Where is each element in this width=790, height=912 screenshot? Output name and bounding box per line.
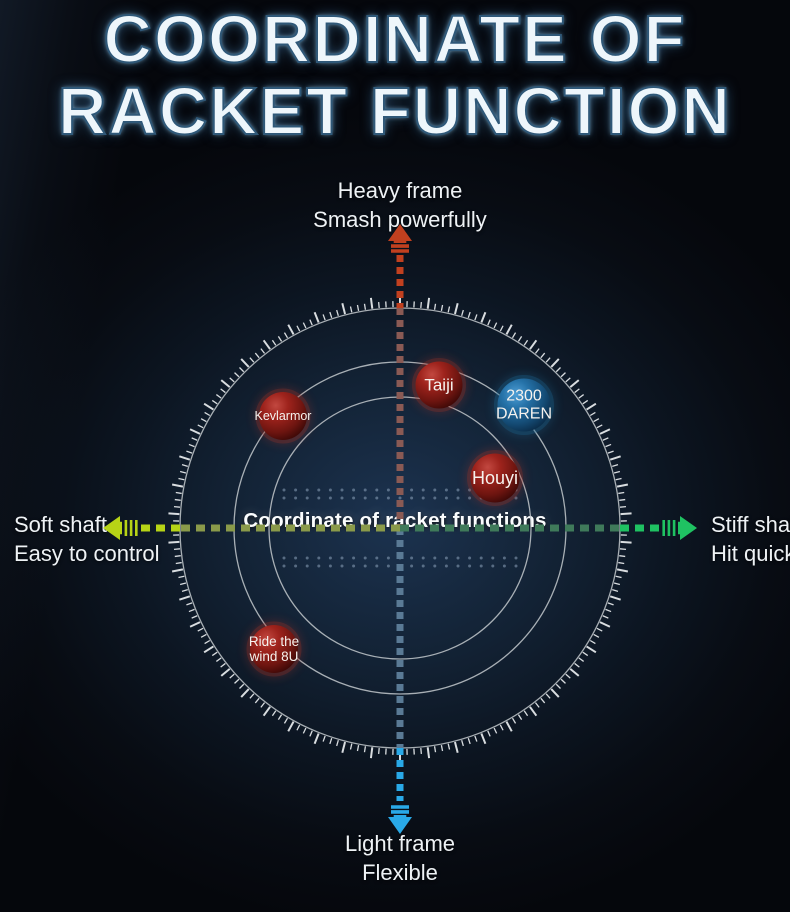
svg-text:2300: 2300 — [506, 388, 542, 405]
svg-text:wind 8U: wind 8U — [249, 649, 299, 664]
svg-text:Ride the: Ride the — [249, 634, 299, 649]
svg-text:Kevlarmor: Kevlarmor — [255, 409, 312, 423]
svg-text:Taiji: Taiji — [424, 376, 453, 395]
svg-text:DAREN: DAREN — [496, 405, 552, 422]
svg-text:Houyi: Houyi — [472, 468, 518, 488]
